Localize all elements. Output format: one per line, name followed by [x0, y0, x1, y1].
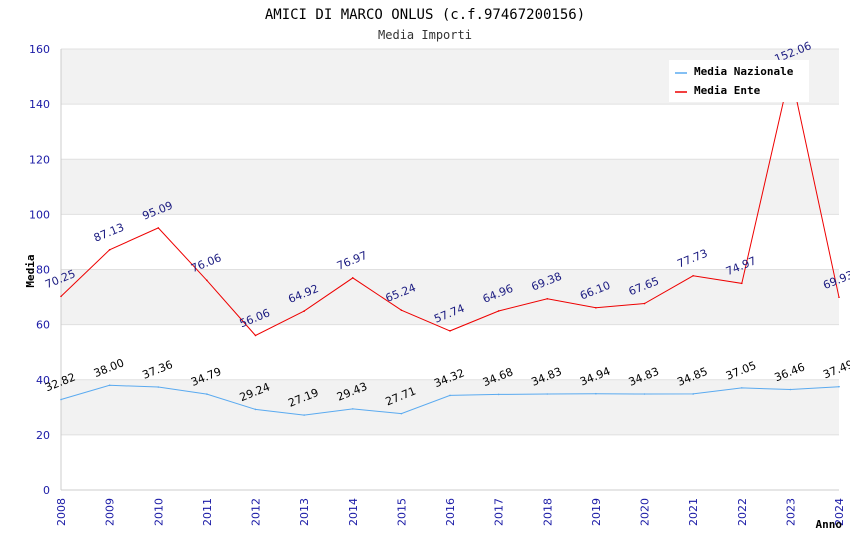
x-tick-label-2023: 2023 — [784, 498, 797, 526]
legend-box — [669, 60, 809, 102]
point-media-nazionale-2024 — [838, 385, 840, 388]
point-media-nazionale-2009 — [108, 384, 111, 387]
data-label-media-nazionale-2022: 37.05 — [724, 359, 758, 383]
y-tick-labels: 0 20 40 60 80 100 120 140 160 — [29, 43, 50, 497]
point-media-nazionale-2018 — [546, 393, 549, 395]
point-media-ente-2017 — [497, 310, 500, 312]
data-label-media-ente-2009: 87.13 — [92, 221, 126, 245]
point-media-nazionale-2012 — [254, 408, 257, 411]
y-tick-label-100: 100 — [29, 208, 50, 221]
point-media-nazionale-2011 — [206, 393, 208, 395]
data-label-media-nazionale-2010: 37.36 — [141, 358, 175, 382]
y-tick-label-140: 140 — [29, 98, 50, 111]
band-20-40 — [61, 379, 839, 435]
x-tick-label-2020: 2020 — [639, 498, 652, 526]
legend-label-media-ente: Media Ente — [694, 84, 761, 97]
chart-subtitle: Media Importi — [378, 28, 472, 42]
x-tick-label-2015: 2015 — [395, 498, 408, 526]
point-media-ente-2024 — [838, 296, 840, 299]
x-tick-labels: 2008 2009 2010 2011 2012 2013 2014 2015 2016 2017… — [55, 498, 846, 526]
point-media-nazionale-2015 — [400, 412, 403, 415]
point-media-nazionale-2016 — [449, 394, 451, 397]
y-axis-title: Media — [24, 254, 37, 287]
point-media-ente-2012 — [254, 334, 257, 337]
point-media-ente-2013 — [303, 310, 305, 312]
data-label-media-ente-2021: 77.73 — [675, 247, 709, 271]
point-media-nazionale-2010 — [157, 386, 160, 388]
point-media-nazionale-2020 — [643, 393, 646, 395]
point-media-ente-2022 — [740, 282, 743, 285]
series-lines — [60, 70, 840, 416]
legend-label-media-nazionale: Media Nazionale — [694, 65, 794, 78]
x-tick-label-2011: 2011 — [201, 498, 214, 526]
x-tick-label-2017: 2017 — [493, 498, 506, 526]
point-media-nazionale-2014 — [351, 408, 354, 410]
point-media-nazionale-2013 — [303, 414, 305, 416]
point-media-ente-2014 — [351, 277, 354, 279]
point-media-ente-2018 — [546, 297, 549, 300]
point-media-ente-2009 — [108, 249, 111, 251]
x-tick-label-2012: 2012 — [250, 498, 263, 526]
band-100-120 — [61, 159, 839, 215]
x-tick-label-2010: 2010 — [152, 498, 165, 526]
point-media-ente-2016 — [449, 330, 451, 332]
y-tick-label-60: 60 — [36, 319, 50, 332]
point-media-ente-2019 — [595, 307, 597, 309]
legend: Media Nazionale Media Ente — [669, 60, 809, 102]
data-label-media-nazionale-2024: 37.49 — [821, 358, 850, 382]
y-tick-label-20: 20 — [36, 429, 50, 442]
point-media-ente-2010 — [157, 227, 160, 229]
x-tick-label-2013: 2013 — [298, 498, 311, 526]
point-media-ente-2011 — [206, 279, 208, 282]
point-media-ente-2008 — [60, 295, 62, 298]
chart-title: AMICI DI MARCO ONLUS (c.f.97467200156) — [265, 7, 585, 23]
y-tick-label-160: 160 — [29, 43, 50, 56]
y-tick-label-80: 80 — [36, 264, 50, 277]
x-axis-title: Anno — [816, 518, 843, 531]
x-tick-label-2021: 2021 — [687, 498, 700, 526]
point-media-nazionale-2019 — [595, 392, 597, 395]
point-media-ente-2015 — [400, 309, 403, 311]
axes — [60, 49, 839, 491]
point-media-ente-2021 — [692, 274, 694, 277]
x-tick-label-2024: 2024 — [833, 498, 846, 526]
point-media-ente-2020 — [643, 302, 646, 305]
x-tick-label-2019: 2019 — [590, 498, 603, 526]
point-media-nazionale-2023 — [789, 388, 792, 391]
x-tick-label-2009: 2009 — [104, 498, 117, 526]
x-tick-label-2014: 2014 — [347, 498, 360, 526]
point-media-nazionale-2008 — [60, 398, 62, 401]
point-media-nazionale-2021 — [692, 393, 694, 395]
x-tick-label-2016: 2016 — [444, 498, 457, 526]
x-tick-label-2018: 2018 — [541, 498, 554, 526]
point-media-nazionale-2022 — [740, 387, 743, 389]
y-tick-label-40: 40 — [36, 374, 50, 387]
data-label-media-nazionale-2009: 38.00 — [92, 356, 126, 380]
x-tick-label-2008: 2008 — [55, 498, 68, 526]
point-media-nazionale-2017 — [497, 393, 500, 396]
y-tick-label-120: 120 — [29, 153, 50, 166]
x-tick-label-2022: 2022 — [736, 498, 749, 526]
y-tick-label-0: 0 — [43, 484, 50, 497]
